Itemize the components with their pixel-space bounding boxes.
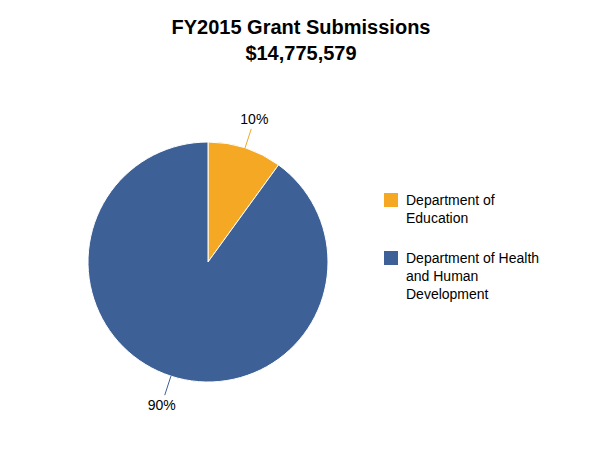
svg-text:10%: 10%	[240, 111, 268, 127]
html-text:Department of Education: Department of Education	[406, 191, 495, 226]
html-text:FY2015 Grant Submissions: FY2015 Grant Submissions	[171, 16, 431, 38]
svg-text:90%: 90%	[148, 397, 176, 413]
html-text:Department of Health and Human: Department of Health and Human Developme…	[406, 249, 540, 302]
html-text:$14,775,579: $14,775,579	[245, 42, 357, 64]
